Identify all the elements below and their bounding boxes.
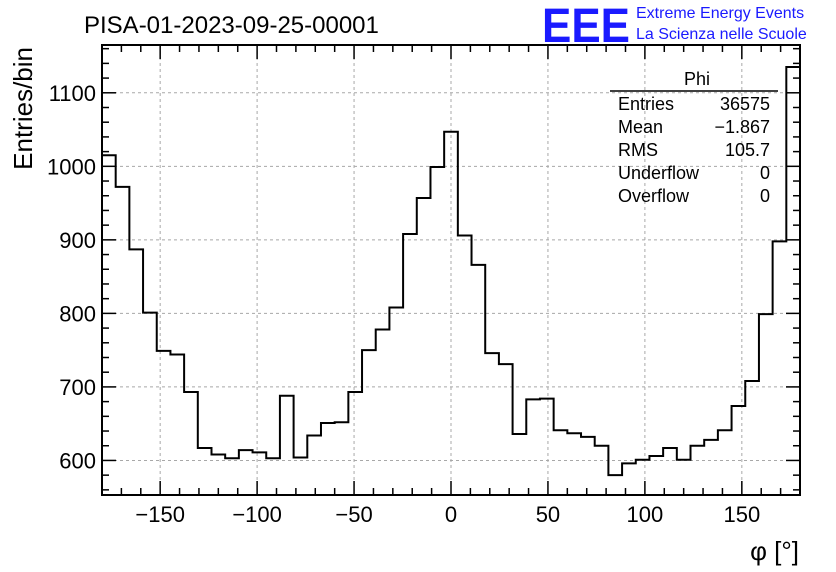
- stats-row-value: −1.867: [714, 117, 770, 137]
- eee-logo: EEE Extreme Energy Events La Scienza nel…: [542, 0, 807, 53]
- y-tick-labels: 600 700 800 900 1000 1100: [47, 81, 96, 474]
- stats-box-title: Phi: [684, 69, 710, 89]
- axis-ticks: [101, 45, 801, 495]
- stats-row-label: Underflow: [618, 163, 700, 183]
- logo-line-1: Extreme Energy Events: [636, 5, 804, 22]
- x-tick-label: 0: [445, 502, 457, 527]
- y-tick-label: 600: [59, 448, 96, 473]
- stats-row-label: Mean: [618, 117, 663, 137]
- chart-title: PISA-01-2023-09-25-00001: [84, 12, 379, 39]
- y-tick-label: 800: [59, 301, 96, 326]
- stats-row-value: 36575: [720, 94, 770, 114]
- x-tick-label: −150: [135, 502, 185, 527]
- y-tick-label: 1000: [47, 154, 96, 179]
- y-tick-label: 900: [59, 228, 96, 253]
- histogram-series-line: [101, 66, 801, 495]
- grid-lines: [102, 45, 800, 495]
- x-tick-label: −50: [335, 502, 372, 527]
- eee-logo-mark: EEE: [542, 0, 630, 53]
- stats-box-rows: Entries 36575 Mean −1.867 RMS 105.7 Underflow 0…: [618, 94, 770, 206]
- y-tick-label: 1100: [49, 81, 96, 106]
- x-axis-label: φ [°]: [750, 536, 799, 566]
- logo-line-2: La Scienza nelle Scuole: [636, 26, 807, 43]
- x-tick-label: 100: [627, 502, 664, 527]
- y-axis-label: Entries/bin: [8, 47, 38, 170]
- stats-row-label: RMS: [618, 140, 658, 160]
- stats-row-value: 0: [760, 186, 770, 206]
- y-tick-label: 700: [59, 375, 96, 400]
- stats-row-value: 0: [760, 163, 770, 183]
- x-tick-label: 150: [723, 502, 760, 527]
- stats-row-label: Overflow: [618, 186, 690, 206]
- x-tick-label: −100: [232, 502, 282, 527]
- x-tick-label: 50: [536, 502, 560, 527]
- stats-row-label: Entries: [618, 94, 674, 114]
- stats-row-value: 105.7: [725, 140, 770, 160]
- stats-box: Phi Entries 36575 Mean −1.867 RMS 105.7 Underf…: [610, 69, 778, 206]
- x-tick-labels: −150 −100 −50 0 50 100 150: [135, 502, 760, 527]
